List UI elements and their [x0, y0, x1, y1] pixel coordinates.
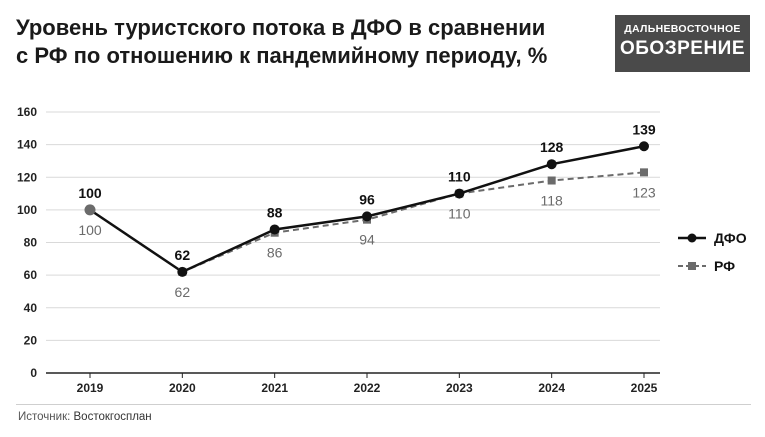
dfo-data-label: 110 — [448, 169, 471, 185]
dfo-data-label: 62 — [175, 247, 191, 263]
source-note: Источник: Востокгосплан — [18, 411, 152, 423]
dfo-point — [84, 204, 96, 216]
logo-line-1: ДАЛЬНЕВОСТОЧНОЕ — [624, 23, 741, 35]
series-line-dfo — [89, 145, 645, 274]
dfo-data-label: 88 — [267, 204, 283, 220]
y-tick-label: 120 — [17, 170, 37, 184]
dfo-data-label: 100 — [78, 185, 102, 201]
rf-data-label: 100 — [78, 222, 102, 238]
rf-data-label: 94 — [359, 232, 375, 248]
dfo-point — [546, 159, 557, 170]
logo-line-2: ОБОЗРЕНИЕ — [619, 38, 745, 59]
x-tick-label: 2023 — [446, 381, 473, 395]
x-tick-label: 2022 — [354, 381, 381, 395]
dfo-point — [269, 224, 280, 235]
dfo-data-label: 96 — [359, 191, 375, 207]
dfo-point — [362, 211, 372, 222]
y-tick-label: 0 — [30, 366, 37, 380]
chart-title-line-1: Уровень туристского потока в ДФО в сравн… — [16, 15, 546, 40]
y-tick-label: 140 — [17, 138, 37, 152]
dfo-data-label: 139 — [632, 121, 656, 137]
x-tick-label: 2025 — [631, 381, 658, 395]
y-tick-label: 80 — [24, 236, 38, 250]
rf-data-label: 62 — [175, 284, 191, 300]
y-tick-label: 100 — [17, 203, 37, 217]
x-tick-label: 2021 — [261, 381, 288, 395]
y-tick-label: 40 — [24, 301, 38, 315]
y-tick-label: 20 — [24, 333, 38, 347]
x-tick-label: 2024 — [538, 381, 565, 395]
dfo-point — [639, 141, 649, 152]
dfo-point — [454, 188, 465, 199]
dfo-data-label: 128 — [540, 139, 564, 155]
publisher-logo: ДАЛЬНЕВОСТОЧНОЕ ОБОЗРЕНИЕ — [615, 15, 750, 72]
y-tick-label: 160 — [17, 105, 37, 119]
rf-point — [547, 176, 556, 185]
rf-data-label: 110 — [448, 206, 471, 222]
chart-title-line-2: с РФ по отношению к пандемийному периоду… — [16, 43, 548, 68]
rf-data-label: 118 — [541, 193, 564, 209]
dfo-point — [177, 266, 188, 277]
x-tick-label: 2020 — [169, 381, 196, 395]
source-label: Источник: — [18, 411, 71, 423]
rf-point — [640, 168, 648, 177]
chart-title: Уровень туристского потока в ДФО в сравн… — [16, 14, 576, 70]
source-value: Востокгосплан — [73, 411, 152, 423]
rf-data-label: 123 — [632, 184, 656, 200]
legend-dfo-marker — [687, 233, 697, 243]
legend-rf-label: РФ — [714, 258, 735, 274]
y-tick-label: 60 — [24, 268, 38, 282]
legend-dfo-label: ДФО — [714, 230, 747, 246]
rf-data-label: 86 — [267, 245, 283, 261]
legend-rf-marker — [688, 262, 696, 270]
footer-divider — [16, 404, 751, 405]
x-tick-label: 2019 — [77, 381, 104, 395]
